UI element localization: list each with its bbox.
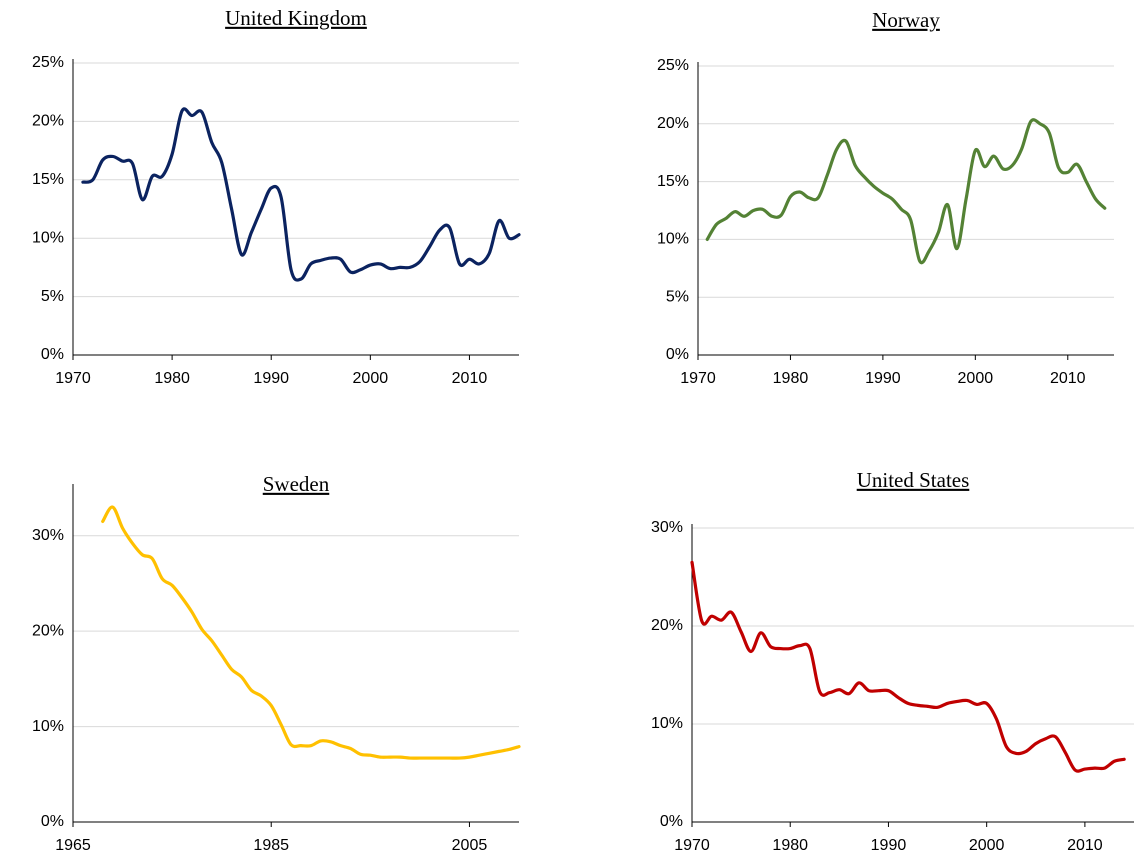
chart-title: Sweden [263, 472, 330, 496]
x-tick-label: 2010 [452, 370, 488, 387]
x-tick-label: 2005 [452, 837, 488, 854]
x-tick-label: 2000 [958, 370, 994, 387]
y-tick-label: 25% [657, 57, 689, 74]
chart-title: United States [857, 468, 970, 492]
y-tick-label: 20% [657, 115, 689, 132]
panel: Norway 0% 5% 10% 15% 20% 25% 1970 1980 1990 2000 20… [657, 8, 1114, 387]
x-tick-label: 1985 [253, 837, 289, 854]
y-tick-label: 10% [651, 715, 683, 732]
data-line [690, 560, 1126, 773]
x-tick-label: 2000 [969, 837, 1005, 854]
x-tick-label: 1990 [871, 837, 907, 854]
y-tick-label: 25% [32, 54, 64, 71]
y-tick-label: 0% [41, 346, 64, 363]
x-tick-label: 1990 [253, 370, 289, 387]
x-tick-label: 2000 [353, 370, 389, 387]
y-tick-label: 0% [660, 813, 683, 830]
y-tick-label: 0% [666, 346, 689, 363]
x-tick-label: 1990 [865, 370, 901, 387]
x-tick-label: 1980 [772, 837, 808, 854]
y-tick-label: 30% [32, 527, 64, 544]
panel: Sweden 0% 10% 20% 30% 1965 1985 2005 [32, 472, 521, 854]
chart-title: Norway [872, 8, 940, 32]
y-tick-label: 10% [32, 718, 64, 735]
x-tick-label: 1980 [773, 370, 809, 387]
x-tick-label: 2010 [1067, 837, 1103, 854]
x-tick-label: 1965 [55, 837, 91, 854]
y-tick-label: 0% [41, 813, 64, 830]
panel: United Kingdom 0% 5% 10% 15% 20% 25% 1970 1980 19… [32, 6, 521, 387]
y-tick-label: 30% [651, 519, 683, 536]
y-tick-label: 10% [657, 231, 689, 248]
x-tick-label: 2010 [1050, 370, 1086, 387]
x-tick-label: 1970 [680, 370, 716, 387]
panel: United States 0% 10% 20% 30% 1970 1980 1990 2000… [651, 468, 1134, 854]
x-tick-label: 1980 [154, 370, 190, 387]
y-tick-label: 20% [651, 617, 683, 634]
x-tick-label: 1970 [55, 370, 91, 387]
y-tick-label: 10% [32, 229, 64, 246]
y-tick-label: 15% [32, 171, 64, 188]
y-tick-label: 15% [657, 173, 689, 190]
y-tick-label: 5% [666, 288, 689, 305]
chart-title: United Kingdom [225, 6, 367, 30]
y-tick-label: 20% [32, 113, 64, 130]
y-tick-label: 5% [41, 288, 64, 305]
y-tick-label: 20% [32, 622, 64, 639]
x-tick-label: 1970 [674, 837, 710, 854]
data-line [81, 107, 521, 282]
data-line [101, 505, 521, 760]
data-line [705, 118, 1107, 265]
